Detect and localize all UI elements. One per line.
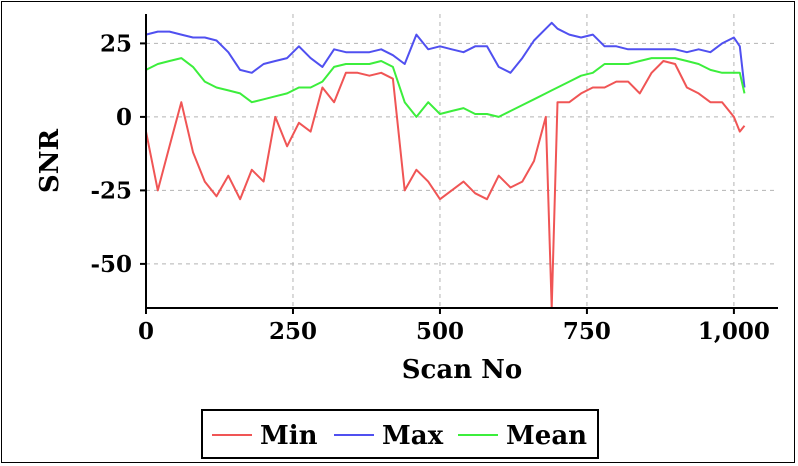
x-tick-label: 1,000 xyxy=(698,318,770,345)
x-tick-label: 500 xyxy=(416,318,464,345)
series-line-min xyxy=(145,60,746,309)
legend-label-max: Max xyxy=(382,421,444,451)
legend-box xyxy=(201,409,599,459)
y-ticks: -50 -25 0 25 xyxy=(90,30,146,278)
y-tick-label: -50 xyxy=(90,251,132,278)
x-tick-label: 750 xyxy=(563,318,611,345)
grid-lines xyxy=(146,14,778,308)
legend: Min Max Mean xyxy=(201,409,599,459)
x-tick-label: 250 xyxy=(269,318,317,345)
legend-label-mean: Mean xyxy=(506,421,587,451)
series-line-mean xyxy=(145,57,746,118)
legend-label-min: Min xyxy=(260,421,318,451)
x-axis-label: Scan No xyxy=(402,355,523,385)
series-lines xyxy=(145,21,746,309)
x-tick-label: 0 xyxy=(138,318,154,345)
series-line-max xyxy=(145,21,746,88)
y-tick-label: -25 xyxy=(90,177,132,204)
y-tick-label: 25 xyxy=(100,30,132,57)
x-ticks: 0 250 500 750 1,000 xyxy=(138,308,770,345)
y-tick-label: 0 xyxy=(116,104,132,131)
y-axis-label: SNR xyxy=(35,129,65,194)
